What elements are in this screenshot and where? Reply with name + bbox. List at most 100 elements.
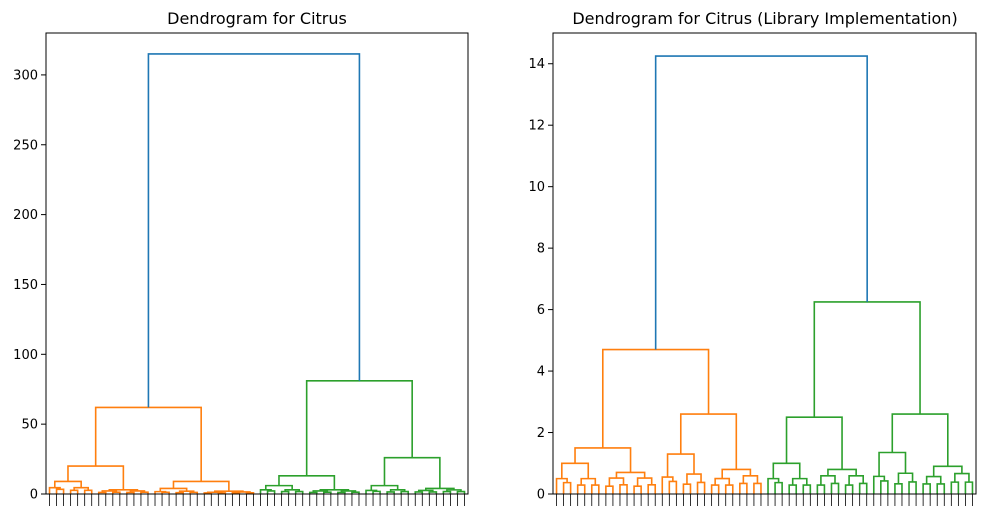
link-right-34: [772, 462, 801, 479]
link-right-55: [932, 465, 963, 477]
link-left-5: [53, 480, 82, 488]
link-right-57: [813, 301, 921, 418]
link-right-27: [679, 413, 738, 470]
link-left-40: [340, 490, 357, 493]
y-tick-label-left-1: 50: [21, 418, 38, 433]
link-right-54: [954, 472, 970, 483]
link-right-35: [816, 484, 826, 494]
y-tick-label-right-4: 8: [537, 242, 545, 257]
link-right-19: [666, 453, 695, 478]
link-right-44: [872, 475, 886, 494]
link-right-21: [724, 484, 734, 494]
link-left-42: [278, 475, 336, 490]
plot-frame-right: [552, 32, 977, 495]
link-left-37: [312, 490, 329, 493]
link-left-25: [235, 491, 251, 493]
link-right-53: [964, 481, 974, 494]
link-right-38: [844, 484, 854, 494]
link-right-32: [802, 484, 812, 494]
link-left-56: [383, 456, 441, 489]
link-right-3: [590, 484, 600, 494]
link-left-44: [365, 489, 378, 494]
link-right-2: [576, 484, 586, 494]
link-right-6: [605, 485, 614, 494]
dendrogram-panel-left: Dendrogram for Citrus 0 50 100 150 200 250 300: [13, 9, 469, 506]
y-tick-label-right-5: 10: [528, 180, 545, 195]
link-left-16: [175, 491, 184, 494]
y-tick-label-left-5: 250: [13, 138, 38, 153]
chart-title-left: Dendrogram for Citrus: [167, 9, 347, 28]
link-right-51: [925, 475, 942, 484]
y-tick-label-right-0: 0: [537, 488, 545, 503]
link-left-53: [456, 490, 466, 494]
link-left-45: [386, 491, 395, 494]
link-right-29: [774, 481, 783, 494]
link-left-0: [55, 488, 65, 494]
link-right-26: [721, 468, 752, 479]
link-right-25: [742, 475, 759, 484]
link-right-20: [710, 484, 720, 494]
link-left-22: [206, 491, 223, 494]
link-left-4: [73, 486, 89, 491]
link-right-42: [785, 416, 843, 470]
link-left-24: [245, 492, 255, 494]
dendrogram-links-right: [555, 55, 974, 494]
link-right-13: [574, 447, 632, 473]
dendrogram-panel-right: Dendrogram for Citrus (Library Implement…: [528, 9, 977, 506]
y-tick-label-right-6: 12: [528, 119, 545, 134]
link-left-20: [203, 492, 213, 494]
link-left-30: [259, 489, 272, 494]
link-right-14: [668, 480, 678, 494]
link-left-28: [94, 406, 202, 482]
link-right-46: [908, 481, 917, 494]
link-left-1: [48, 486, 61, 494]
y-tick-label-left-4: 200: [13, 208, 38, 223]
y-tick-label-right-2: 4: [537, 365, 545, 380]
link-right-12: [615, 471, 646, 479]
link-right-16: [682, 483, 692, 494]
y-tick-label-left-0: 0: [30, 488, 38, 503]
link-right-15: [661, 476, 674, 494]
link-right-28: [601, 348, 710, 448]
link-right-45: [894, 482, 903, 494]
y-tick-label-right-1: 2: [537, 426, 545, 441]
link-right-17: [696, 481, 706, 494]
link-left-11: [129, 490, 146, 493]
link-left-54: [446, 489, 462, 492]
link-left-21: [217, 492, 227, 494]
link-left-3: [83, 489, 93, 494]
link-right-52: [950, 481, 960, 494]
link-right-24: [753, 482, 762, 494]
y-tick-label-left-3: 150: [13, 278, 38, 293]
y-tick-label-right-3: 6: [537, 303, 545, 318]
link-right-56: [891, 413, 949, 467]
link-right-30: [767, 477, 780, 494]
link-right-22: [714, 477, 731, 486]
link-right-33: [791, 477, 808, 486]
y-tick-label-right-7: 14: [528, 57, 545, 72]
link-right-10: [647, 483, 657, 494]
y-axis-left: 0 50 100 150 200 250 300: [13, 68, 46, 503]
link-left-52: [442, 490, 452, 494]
link-right-39: [858, 482, 868, 494]
link-right-0: [562, 481, 572, 494]
y-tick-label-left-2: 100: [13, 348, 38, 363]
link-left-17: [189, 491, 199, 494]
link-right-7: [619, 483, 628, 494]
link-right-36: [830, 482, 840, 494]
link-right-40: [848, 475, 864, 486]
link-right-43: [880, 480, 889, 494]
link-left-2: [69, 489, 79, 494]
link-right-49: [922, 483, 931, 494]
link-right-37: [820, 475, 836, 486]
link-right-50: [936, 483, 946, 494]
link-right-31: [788, 484, 798, 494]
link-right-5: [561, 462, 590, 479]
y-tick-label-left-6: 300: [13, 68, 38, 83]
chart-title-right: Dendrogram for Citrus (Library Implement…: [572, 9, 957, 28]
plot-frame-left: [45, 32, 469, 495]
link-left-23: [231, 492, 241, 494]
link-right-9: [633, 485, 642, 494]
leaf-ticks-left: [49, 494, 465, 506]
link-left-8: [101, 490, 118, 493]
